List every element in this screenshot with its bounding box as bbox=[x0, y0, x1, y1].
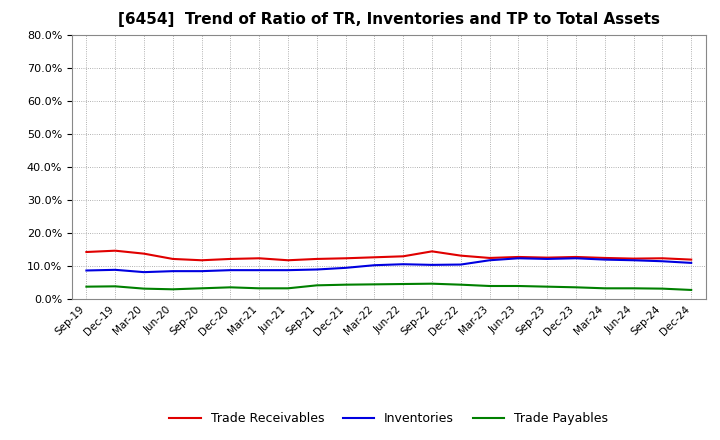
Trade Payables bbox=[140, 286, 148, 291]
Trade Receivables bbox=[687, 257, 696, 262]
Trade Receivables bbox=[226, 256, 235, 261]
Inventories bbox=[168, 268, 177, 274]
Trade Receivables bbox=[629, 256, 638, 261]
Line: Inventories: Inventories bbox=[86, 258, 691, 272]
Trade Receivables bbox=[543, 255, 552, 260]
Trade Payables bbox=[399, 282, 408, 287]
Inventories bbox=[687, 260, 696, 266]
Trade Payables bbox=[485, 283, 494, 289]
Trade Receivables bbox=[370, 255, 379, 260]
Trade Payables bbox=[600, 286, 609, 291]
Inventories bbox=[255, 268, 264, 273]
Trade Payables bbox=[428, 281, 436, 286]
Inventories bbox=[370, 263, 379, 268]
Trade Payables bbox=[629, 286, 638, 291]
Trade Receivables bbox=[341, 256, 350, 261]
Trade Receivables bbox=[140, 251, 148, 256]
Trade Payables bbox=[658, 286, 667, 291]
Inventories bbox=[485, 258, 494, 263]
Trade Payables bbox=[370, 282, 379, 287]
Inventories bbox=[111, 267, 120, 272]
Trade Payables bbox=[111, 284, 120, 289]
Trade Payables bbox=[687, 287, 696, 293]
Inventories bbox=[226, 268, 235, 273]
Trade Payables bbox=[168, 287, 177, 292]
Inventories bbox=[82, 268, 91, 273]
Inventories bbox=[572, 256, 580, 261]
Trade Payables bbox=[514, 283, 523, 289]
Trade Receivables bbox=[284, 258, 292, 263]
Inventories bbox=[456, 262, 465, 267]
Trade Receivables bbox=[456, 253, 465, 258]
Trade Payables bbox=[312, 283, 321, 288]
Trade Payables bbox=[82, 284, 91, 290]
Trade Receivables bbox=[82, 249, 91, 255]
Inventories bbox=[543, 256, 552, 261]
Trade Receivables bbox=[485, 255, 494, 260]
Trade Receivables bbox=[658, 256, 667, 261]
Trade Payables bbox=[226, 285, 235, 290]
Trade Receivables bbox=[168, 256, 177, 261]
Inventories bbox=[341, 265, 350, 271]
Trade Payables bbox=[284, 286, 292, 291]
Title: [6454]  Trend of Ratio of TR, Inventories and TP to Total Assets: [6454] Trend of Ratio of TR, Inventories… bbox=[118, 12, 660, 27]
Inventories bbox=[600, 257, 609, 262]
Inventories bbox=[629, 258, 638, 263]
Trade Receivables bbox=[399, 253, 408, 259]
Trade Receivables bbox=[428, 249, 436, 254]
Legend: Trade Receivables, Inventories, Trade Payables: Trade Receivables, Inventories, Trade Pa… bbox=[164, 407, 613, 430]
Trade Receivables bbox=[312, 256, 321, 261]
Trade Payables bbox=[341, 282, 350, 287]
Inventories bbox=[284, 268, 292, 273]
Trade Receivables bbox=[572, 254, 580, 260]
Trade Receivables bbox=[197, 258, 206, 263]
Trade Payables bbox=[572, 285, 580, 290]
Trade Payables bbox=[197, 286, 206, 291]
Trade Receivables bbox=[255, 256, 264, 261]
Trade Receivables bbox=[514, 254, 523, 260]
Inventories bbox=[428, 262, 436, 268]
Trade Payables bbox=[456, 282, 465, 287]
Trade Payables bbox=[255, 286, 264, 291]
Line: Trade Receivables: Trade Receivables bbox=[86, 251, 691, 260]
Inventories bbox=[399, 261, 408, 267]
Inventories bbox=[514, 256, 523, 261]
Inventories bbox=[312, 267, 321, 272]
Inventories bbox=[140, 269, 148, 275]
Trade Receivables bbox=[111, 248, 120, 253]
Line: Trade Payables: Trade Payables bbox=[86, 284, 691, 290]
Inventories bbox=[658, 259, 667, 264]
Inventories bbox=[197, 268, 206, 274]
Trade Payables bbox=[543, 284, 552, 290]
Trade Receivables bbox=[600, 255, 609, 260]
